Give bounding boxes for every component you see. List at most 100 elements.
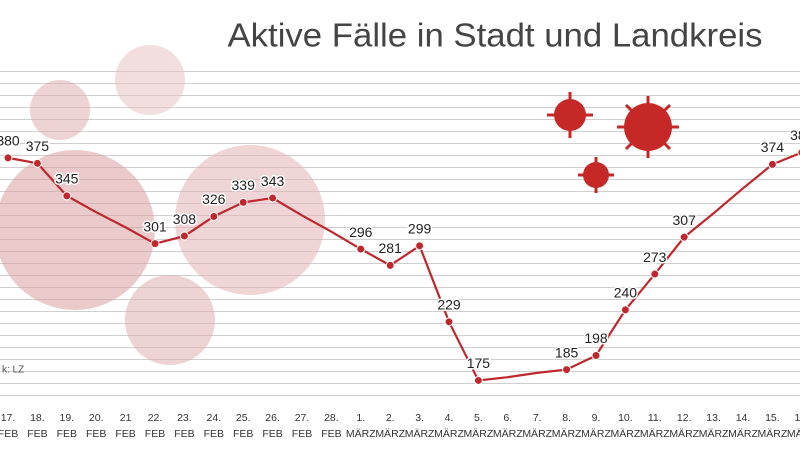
x-tick-day: 10. — [618, 412, 633, 424]
x-tick-month: MÄRZ — [434, 428, 464, 440]
x-tick-day: 22. — [148, 412, 163, 424]
data-point — [679, 232, 689, 242]
value-label: 301 — [143, 218, 167, 234]
x-tick-month: MÄRZ — [611, 428, 641, 440]
x-tick-month: MÄRZ — [405, 428, 435, 440]
x-tick-month: MÄRZ — [375, 428, 405, 440]
value-label: 175 — [467, 355, 491, 371]
data-point — [415, 241, 425, 251]
value-label: 308 — [173, 211, 197, 227]
x-tick-day: 24. — [206, 412, 221, 424]
x-tick-day: 5. — [474, 412, 483, 424]
value-label: 281 — [379, 240, 403, 256]
x-tick-month: FEB — [57, 428, 77, 440]
value-label: 375 — [26, 138, 50, 154]
x-tick-label: 5. MÄRZ — [464, 412, 494, 440]
value-label: 385 — [790, 127, 800, 143]
x-tick-label: 26. FEB — [262, 412, 282, 440]
x-tick-day: 12. — [677, 412, 692, 424]
x-tick-day: 26. — [265, 412, 280, 424]
x-tick-day: 6. — [503, 412, 512, 424]
value-label: 273 — [643, 249, 667, 265]
chart-title: Aktive Fälle in Stadt und Landkreis — [228, 17, 763, 54]
x-tick-day: 8. — [562, 412, 571, 424]
x-tick-day: 3. — [415, 412, 424, 424]
x-tick-day: 27. — [295, 412, 310, 424]
value-label: 374 — [761, 139, 785, 155]
x-tick-label: 3. MÄRZ — [405, 412, 435, 440]
x-tick-day: 21 — [120, 412, 132, 424]
x-tick-day: 25. — [236, 412, 251, 424]
x-tick-label: 7. MÄRZ — [522, 412, 552, 440]
x-tick-day: 18. — [30, 412, 45, 424]
x-tick-month: MÄRZ — [640, 428, 670, 440]
x-tick-month: FEB — [204, 428, 224, 440]
value-label: 345 — [55, 171, 79, 187]
data-point — [444, 317, 454, 327]
x-tick-label: 13. MÄRZ — [699, 412, 729, 440]
x-tick-month: FEB — [145, 428, 165, 440]
x-tick-day: 13. — [706, 412, 721, 424]
x-tick-day: 9. — [592, 412, 601, 424]
x-tick-label: 1. MÄRZ — [346, 412, 376, 440]
x-tick-label: 28. FEB — [321, 412, 341, 440]
x-tick-month: MÄRZ — [346, 428, 376, 440]
x-tick-day: 15. — [765, 412, 780, 424]
x-tick-day: 14. — [736, 412, 751, 424]
value-label: 339 — [232, 177, 256, 193]
x-tick-month: MÄRZ — [758, 428, 788, 440]
x-tick-label: 10. MÄRZ — [611, 412, 641, 440]
x-tick-label: 2. MÄRZ — [375, 412, 405, 440]
x-tick-label: 27. FEB — [292, 412, 312, 440]
data-point — [268, 193, 278, 203]
x-tick-month: FEB — [115, 428, 135, 440]
x-tick-day: 23. — [177, 412, 192, 424]
x-tick-label: 24. FEB — [204, 412, 224, 440]
x-tick-day: 17. — [1, 412, 16, 424]
data-point — [767, 159, 777, 169]
x-tick-month: FEB — [321, 428, 341, 440]
value-label: 380 — [0, 133, 20, 149]
x-tick-month: MÄRZ — [464, 428, 494, 440]
x-tick-month: FEB — [262, 428, 282, 440]
x-tick-month: FEB — [0, 428, 18, 440]
x-tick-label: 22. FEB — [145, 412, 165, 440]
data-point — [150, 239, 160, 249]
x-tick-label: 11. MÄRZ — [640, 412, 670, 440]
x-tick-month: MÄRZ — [552, 428, 582, 440]
x-tick-month: MÄRZ — [728, 428, 758, 440]
x-tick-label: 21 FEB — [115, 412, 135, 440]
x-tick-month: MÄRZ — [699, 428, 729, 440]
x-tick-day: 28. — [324, 412, 339, 424]
x-tick-label: 4. MÄRZ — [434, 412, 464, 440]
virus-icons — [547, 92, 679, 193]
value-label: 198 — [584, 330, 608, 346]
x-tick-label: 15. MÄRZ — [758, 412, 788, 440]
x-tick-month: FEB — [27, 428, 47, 440]
x-tick-label: 19. FEB — [57, 412, 77, 440]
data-point — [32, 158, 42, 168]
x-tick-label: 14. MÄRZ — [728, 412, 758, 440]
data-point — [62, 191, 72, 201]
data-point — [3, 153, 13, 163]
data-point — [209, 212, 219, 222]
x-tick-month: MÄRZ — [522, 428, 552, 440]
x-tick-day: 11. — [648, 412, 662, 424]
x-tick-day: 2. — [386, 412, 395, 424]
value-label: 299 — [408, 221, 432, 237]
x-tick-label: 8. MÄRZ — [552, 412, 582, 440]
data-point — [650, 269, 660, 279]
data-point — [591, 350, 601, 360]
x-tick-month: MÄRZ — [669, 428, 699, 440]
data-point — [473, 375, 483, 385]
x-tick-label: 17. FEB — [0, 412, 18, 440]
x-tick-label: 9. MÄRZ — [581, 412, 611, 440]
x-tick-month: MÄRZ — [787, 428, 800, 440]
value-label: 240 — [614, 285, 638, 301]
x-tick-day: 7. — [533, 412, 542, 424]
x-tick-label: 23. FEB — [174, 412, 194, 440]
x-tick-month: FEB — [174, 428, 194, 440]
data-point — [562, 365, 572, 375]
data-point — [797, 148, 800, 157]
